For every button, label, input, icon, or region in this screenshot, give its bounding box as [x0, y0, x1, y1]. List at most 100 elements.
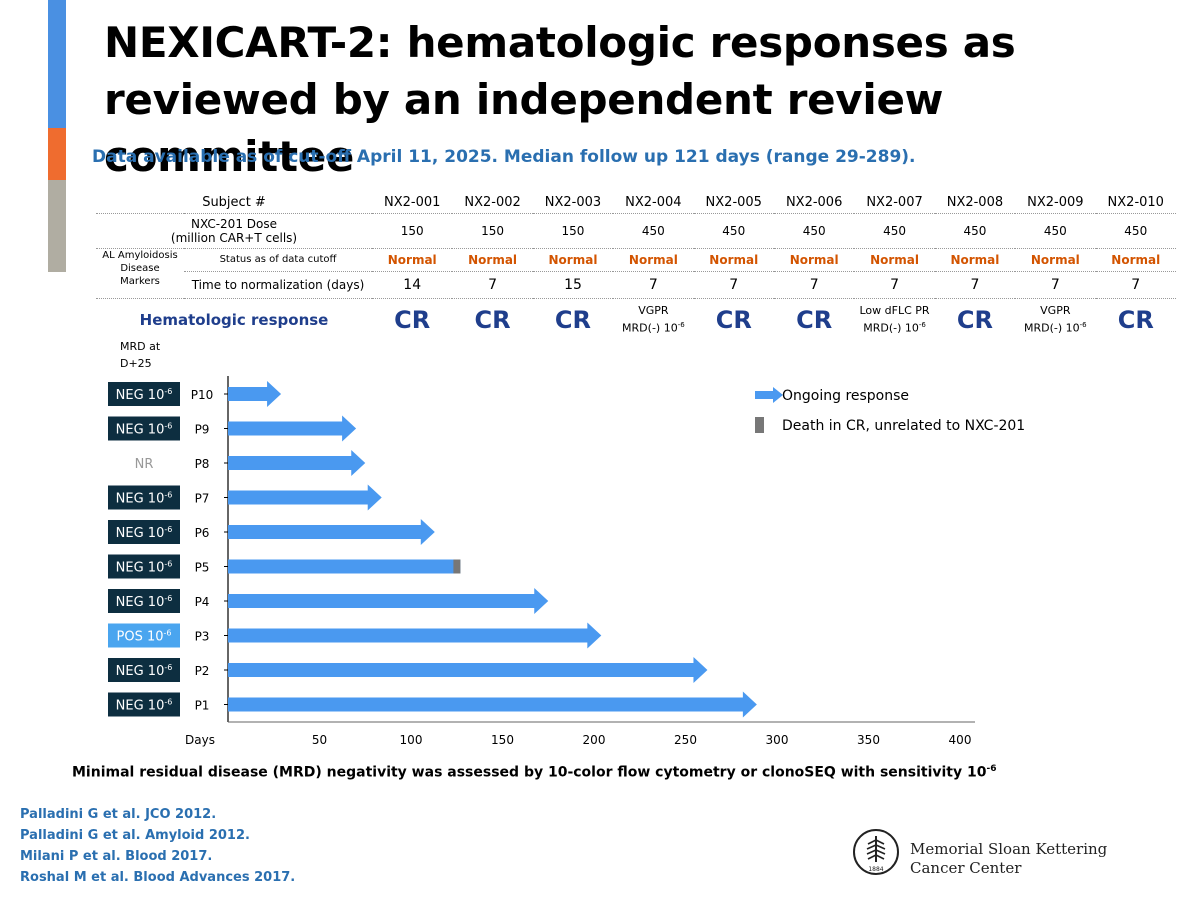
- dose-label-line1: NXC-201 Dose: [191, 217, 277, 231]
- subject-time: 7: [1095, 271, 1176, 299]
- subject-dose: 450: [1095, 213, 1176, 249]
- mrd-label: NEG 10-6: [116, 663, 173, 679]
- subject-status: Normal: [1095, 248, 1176, 272]
- mrd-label-exponent: -6: [164, 387, 172, 396]
- subject-id: NX2-002: [452, 193, 533, 214]
- subject-id: NX2-005: [693, 193, 774, 214]
- mrd-box: [108, 520, 180, 544]
- subject-response: VGPR MRD(-) 10-6: [1015, 299, 1095, 342]
- mrd-box: [108, 382, 180, 406]
- mrd-label: NEG 10-6: [116, 525, 173, 541]
- mrd-label-text: NEG 10: [116, 388, 165, 403]
- x-tick-label: 150: [491, 733, 514, 747]
- mrd-label: NR: [135, 457, 154, 472]
- logo-text: Memorial Sloan Kettering Cancer Center: [910, 840, 1107, 878]
- mrd-box: [108, 623, 180, 648]
- mrd-box: [108, 658, 180, 682]
- mrd-label-exponent: -6: [164, 491, 172, 500]
- slide-title: NEXICART-2: hematologic responses as rev…: [104, 18, 1016, 181]
- response-secondary: MRD(-) 10-6: [622, 321, 685, 335]
- logo-line1: Memorial Sloan Kettering: [910, 840, 1108, 858]
- subject-status: Normal: [532, 248, 614, 272]
- mrd-label: NEG 10-6: [116, 698, 173, 714]
- slide-subtitle: Data available as of cut-off April 11, 2…: [92, 147, 916, 167]
- subject-response: CR: [956, 306, 993, 334]
- category-label: P2: [195, 664, 210, 678]
- response-primary: VGPR: [1040, 304, 1071, 318]
- footnote-text: Minimal residual disease (MRD) negativit…: [72, 764, 987, 781]
- mrd-header: MRD at D+25: [120, 338, 160, 372]
- subject-dose: 450: [613, 213, 694, 249]
- mrd-label: NEG 10-6: [116, 387, 173, 403]
- subject-response: CR: [474, 306, 511, 334]
- references: Palladini G et al. JCO 2012. Palladini G …: [20, 804, 295, 888]
- reference-item: Palladini G et al. JCO 2012.: [20, 807, 217, 822]
- accent-bar-blue: [48, 0, 66, 128]
- subject-response: CR: [715, 306, 752, 334]
- mrd-box: [108, 589, 180, 613]
- response-exponent: -6: [1079, 321, 1087, 330]
- mrd-label-text: NEG 10: [116, 699, 165, 714]
- response-exponent: -6: [677, 321, 685, 330]
- mrd-label-exponent: -6: [164, 422, 172, 431]
- subject-id: NX2-001: [372, 193, 453, 214]
- response-primary: VGPR: [638, 304, 669, 318]
- mrd-label-text: NEG 10: [116, 664, 165, 679]
- death-marker: [453, 559, 461, 574]
- subject-dose: 450: [693, 213, 774, 249]
- category-label: P3: [195, 630, 210, 644]
- mrd-label-text: NR: [135, 457, 154, 472]
- status-label: Status as of data cutoff: [184, 248, 372, 272]
- mrd-header-line2: D+25: [120, 357, 152, 370]
- mrd-label-exponent: -6: [164, 629, 172, 638]
- subject-response: CR: [554, 306, 592, 334]
- bar-p8: [228, 450, 366, 476]
- table-row-dose: NXC-201 Dose (million CAR+T cells) 150 15…: [96, 213, 1176, 249]
- bar-p3: [228, 622, 602, 649]
- logo-year: 1884: [868, 866, 883, 873]
- msk-logo-icon: 1884: [853, 829, 899, 875]
- response-exponent: -6: [918, 321, 926, 330]
- legend-label: Ongoing response: [782, 388, 909, 404]
- table-row-status: AL Amyloidosis Disease Markers Status as…: [96, 248, 1176, 299]
- subject-time: 7: [1015, 271, 1096, 299]
- reference-item: Milani P et al. Blood 2017.: [20, 849, 213, 864]
- legend-death-icon: [755, 417, 764, 433]
- mrd-box: [108, 485, 180, 510]
- mrd-label-text: NEG 10: [116, 492, 165, 507]
- footnote-exponent: -6: [986, 764, 997, 774]
- subject-status: Normal: [854, 248, 935, 272]
- mrd-label-exponent: -6: [164, 525, 172, 534]
- reference-item: Roshal M et al. Blood Advances 2017.: [20, 870, 296, 885]
- x-tick-label: 300: [766, 733, 789, 747]
- subject-response: CR: [1117, 306, 1154, 334]
- subject-status: Normal: [613, 248, 694, 272]
- mrd-label-text: NEG 10: [116, 595, 165, 610]
- bar-p4: [228, 588, 549, 614]
- mrd-label-text: POS 10: [117, 630, 164, 645]
- subject-status: Normal: [452, 248, 533, 272]
- bar-p1: [228, 691, 757, 718]
- subject-time: 7: [854, 271, 935, 299]
- footnote: Minimal residual disease (MRD) negativit…: [72, 764, 996, 781]
- legend-arrow-icon: [755, 387, 783, 403]
- subject-id: NX2-006: [773, 193, 855, 214]
- subject-dose: 150: [452, 213, 533, 249]
- mrd-label-exponent: -6: [164, 560, 172, 569]
- category-label: P1: [195, 699, 210, 713]
- mrd-label: NEG 10-6: [116, 594, 173, 610]
- legend-label: Death in CR, unrelated to NXC-201: [782, 418, 1025, 434]
- dose-label-line2: (million CAR+T cells): [170, 231, 298, 245]
- subject-status: Normal: [934, 248, 1016, 272]
- subject-status: Normal: [1015, 248, 1096, 272]
- x-tick-label: 400: [949, 733, 972, 747]
- subject-time: 7: [693, 271, 774, 299]
- group-label-line3: Markers: [120, 276, 160, 287]
- category-label: P7: [195, 492, 210, 506]
- x-tick-label: 50: [312, 733, 327, 747]
- subject-dose: 450: [773, 213, 855, 249]
- mrd-label: NEG 10-6: [116, 491, 173, 507]
- x-tick-label: 100: [400, 733, 423, 747]
- mrd-label: POS 10-6: [117, 629, 172, 645]
- category-label: P5: [195, 561, 210, 575]
